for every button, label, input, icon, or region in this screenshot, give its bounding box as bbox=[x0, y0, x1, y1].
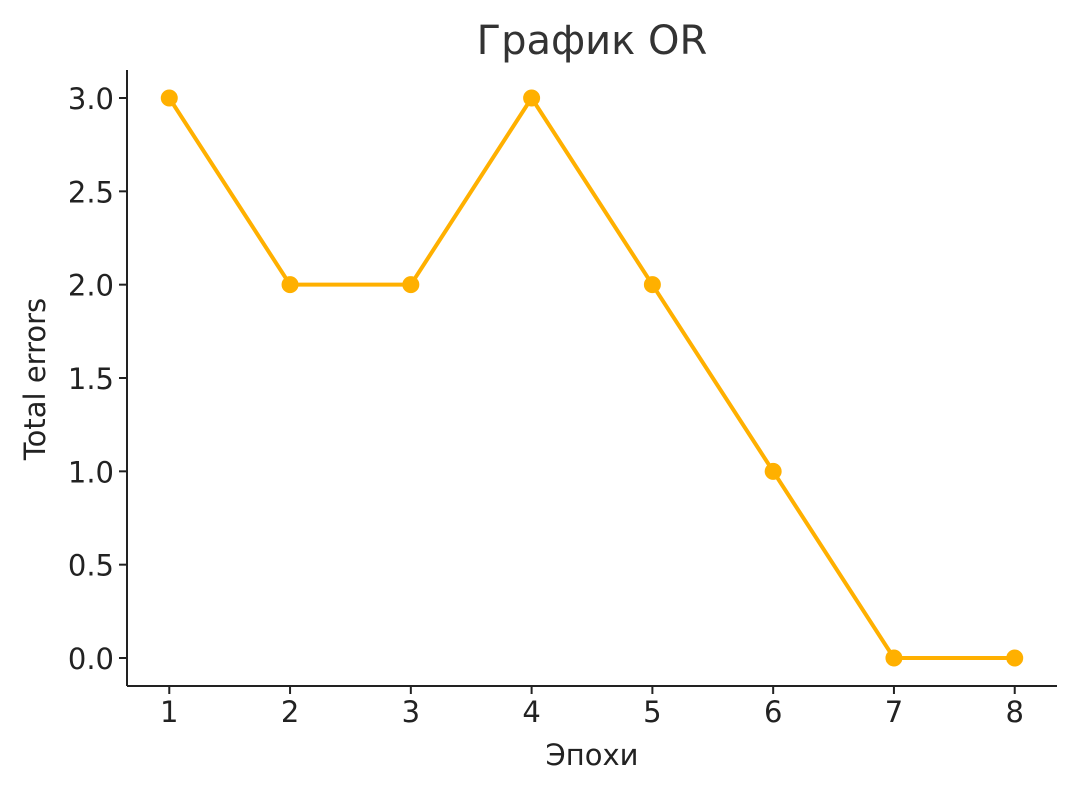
y-tick-label: 3.0 bbox=[68, 82, 114, 116]
x-tick-label: 5 bbox=[643, 695, 661, 729]
y-tick-label: 1.5 bbox=[68, 362, 114, 396]
x-ticks: 1 2 3 4 5 6 7 8 bbox=[160, 686, 1024, 729]
series-line bbox=[167, 96, 1017, 660]
y-tick-label: 0.0 bbox=[68, 642, 114, 676]
x-axis-label: Эпохи bbox=[546, 738, 639, 772]
x-tick-label: 4 bbox=[522, 695, 540, 729]
y-ticks: 0.0 0.5 1.0 1.5 2.0 2.5 3.0 bbox=[68, 82, 127, 676]
y-tick-label: 2.0 bbox=[68, 269, 114, 303]
data-point bbox=[764, 462, 782, 480]
data-point bbox=[885, 649, 903, 667]
data-point bbox=[523, 89, 541, 107]
x-tick-label: 2 bbox=[281, 695, 299, 729]
y-tick-label: 0.5 bbox=[68, 549, 114, 583]
chart-title: График OR bbox=[477, 18, 708, 64]
data-point bbox=[643, 276, 661, 294]
x-tick-label: 8 bbox=[1006, 695, 1024, 729]
x-tick-label: 7 bbox=[885, 695, 903, 729]
x-tick-label: 6 bbox=[764, 695, 782, 729]
data-point bbox=[160, 89, 178, 107]
y-tick-label: 1.0 bbox=[68, 455, 114, 489]
data-point bbox=[281, 276, 299, 294]
y-axis-label: Total errors bbox=[18, 298, 52, 461]
data-point bbox=[1006, 649, 1024, 667]
series-layer bbox=[160, 89, 1024, 667]
data-point bbox=[402, 276, 420, 294]
x-tick-label: 1 bbox=[160, 695, 178, 729]
x-tick-label: 3 bbox=[402, 695, 420, 729]
y-tick-label: 2.5 bbox=[68, 175, 114, 209]
